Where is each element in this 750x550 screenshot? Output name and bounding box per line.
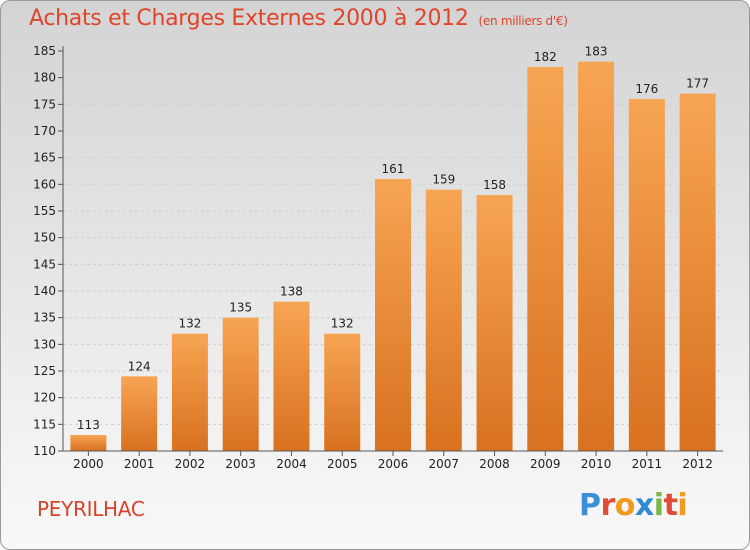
y-tick-label: 165	[33, 151, 56, 165]
chart-subtitle: (en milliers d'€)	[478, 14, 568, 28]
bar	[527, 67, 564, 451]
y-tick-label: 170	[33, 124, 56, 138]
x-tick-label: 2002	[175, 457, 206, 471]
y-tick-label: 125	[33, 364, 56, 378]
x-tick-label: 2006	[378, 457, 409, 471]
y-tick-label: 160	[33, 177, 56, 191]
y-tick-label: 135	[33, 311, 56, 325]
bar	[70, 435, 107, 451]
data-label: 159	[432, 173, 455, 187]
x-tick-label: 2005	[327, 457, 358, 471]
data-label: 161	[382, 162, 405, 176]
data-label: 138	[280, 285, 303, 299]
x-tick-label: 2010	[581, 457, 612, 471]
x-tick-label: 2000	[73, 457, 104, 471]
bar	[425, 189, 462, 451]
x-tick-label: 2001	[124, 457, 155, 471]
bar	[222, 317, 259, 451]
data-label: 113	[77, 418, 100, 432]
x-tick-label: 2007	[428, 457, 459, 471]
bar	[578, 61, 615, 452]
proxiti-logo: Proxiti	[579, 488, 688, 523]
x-tick-label: 2011	[632, 457, 663, 471]
y-tick-label: 140	[33, 284, 56, 298]
x-axis: 2000 2001 2002 2003 2004 2005 2006 2007 2008 2009…	[63, 450, 723, 471]
bar	[679, 93, 716, 452]
bar	[171, 333, 208, 451]
data-label: 158	[483, 178, 506, 192]
chart-title: Achats et Charges Externes 2000 à 2012 (e…	[29, 6, 568, 31]
x-tick-label: 2009	[530, 457, 561, 471]
x-tick-label: 2004	[276, 457, 307, 471]
y-axis: 110 115 120 125 130 135 140 145 150 155 160 165 170 1…	[33, 44, 64, 458]
logo-letter: o	[614, 488, 636, 523]
commune-name: PEYRILHAC	[37, 497, 145, 521]
title-text: Achats et Charges Externes 2000 à 2012	[29, 6, 469, 31]
y-tick-label: 180	[33, 71, 56, 85]
logo-letter: r	[600, 488, 616, 523]
data-label: 132	[331, 317, 354, 331]
logo-letter: i	[677, 488, 688, 523]
logo-letter: t	[663, 488, 678, 523]
y-tick-label: 130	[33, 337, 56, 351]
data-label: 132	[178, 317, 201, 331]
data-label: 124	[128, 359, 151, 373]
bar	[375, 179, 411, 451]
y-tick-label: 120	[33, 391, 56, 405]
data-label: 177	[686, 77, 709, 91]
y-tick-label: 175	[33, 97, 56, 111]
logo-letter: P	[579, 488, 601, 523]
bar	[121, 376, 158, 451]
data-label: 135	[229, 301, 252, 315]
x-tick-label: 2008	[479, 457, 510, 471]
bar	[476, 195, 513, 451]
bar	[628, 99, 665, 451]
y-tick-label: 115	[33, 417, 56, 431]
data-label: 183	[585, 45, 608, 59]
y-tick-label: 185	[33, 44, 56, 58]
y-tick-label: 145	[33, 257, 56, 271]
y-tick-label: 155	[33, 204, 56, 218]
bars: 113 124 132 135 138 132 161 159 158 182 183 176 177	[70, 45, 716, 452]
y-tick-label: 110	[33, 444, 56, 458]
bar	[324, 333, 361, 451]
logo-letter: x	[634, 488, 654, 523]
x-tick-label: 2003	[225, 457, 256, 471]
bar	[273, 301, 310, 451]
data-label: 176	[635, 82, 658, 96]
y-tick-label: 150	[33, 231, 56, 245]
x-tick-label: 2012	[682, 457, 713, 471]
data-label: 182	[534, 50, 557, 64]
logo-letter: i	[653, 488, 664, 523]
